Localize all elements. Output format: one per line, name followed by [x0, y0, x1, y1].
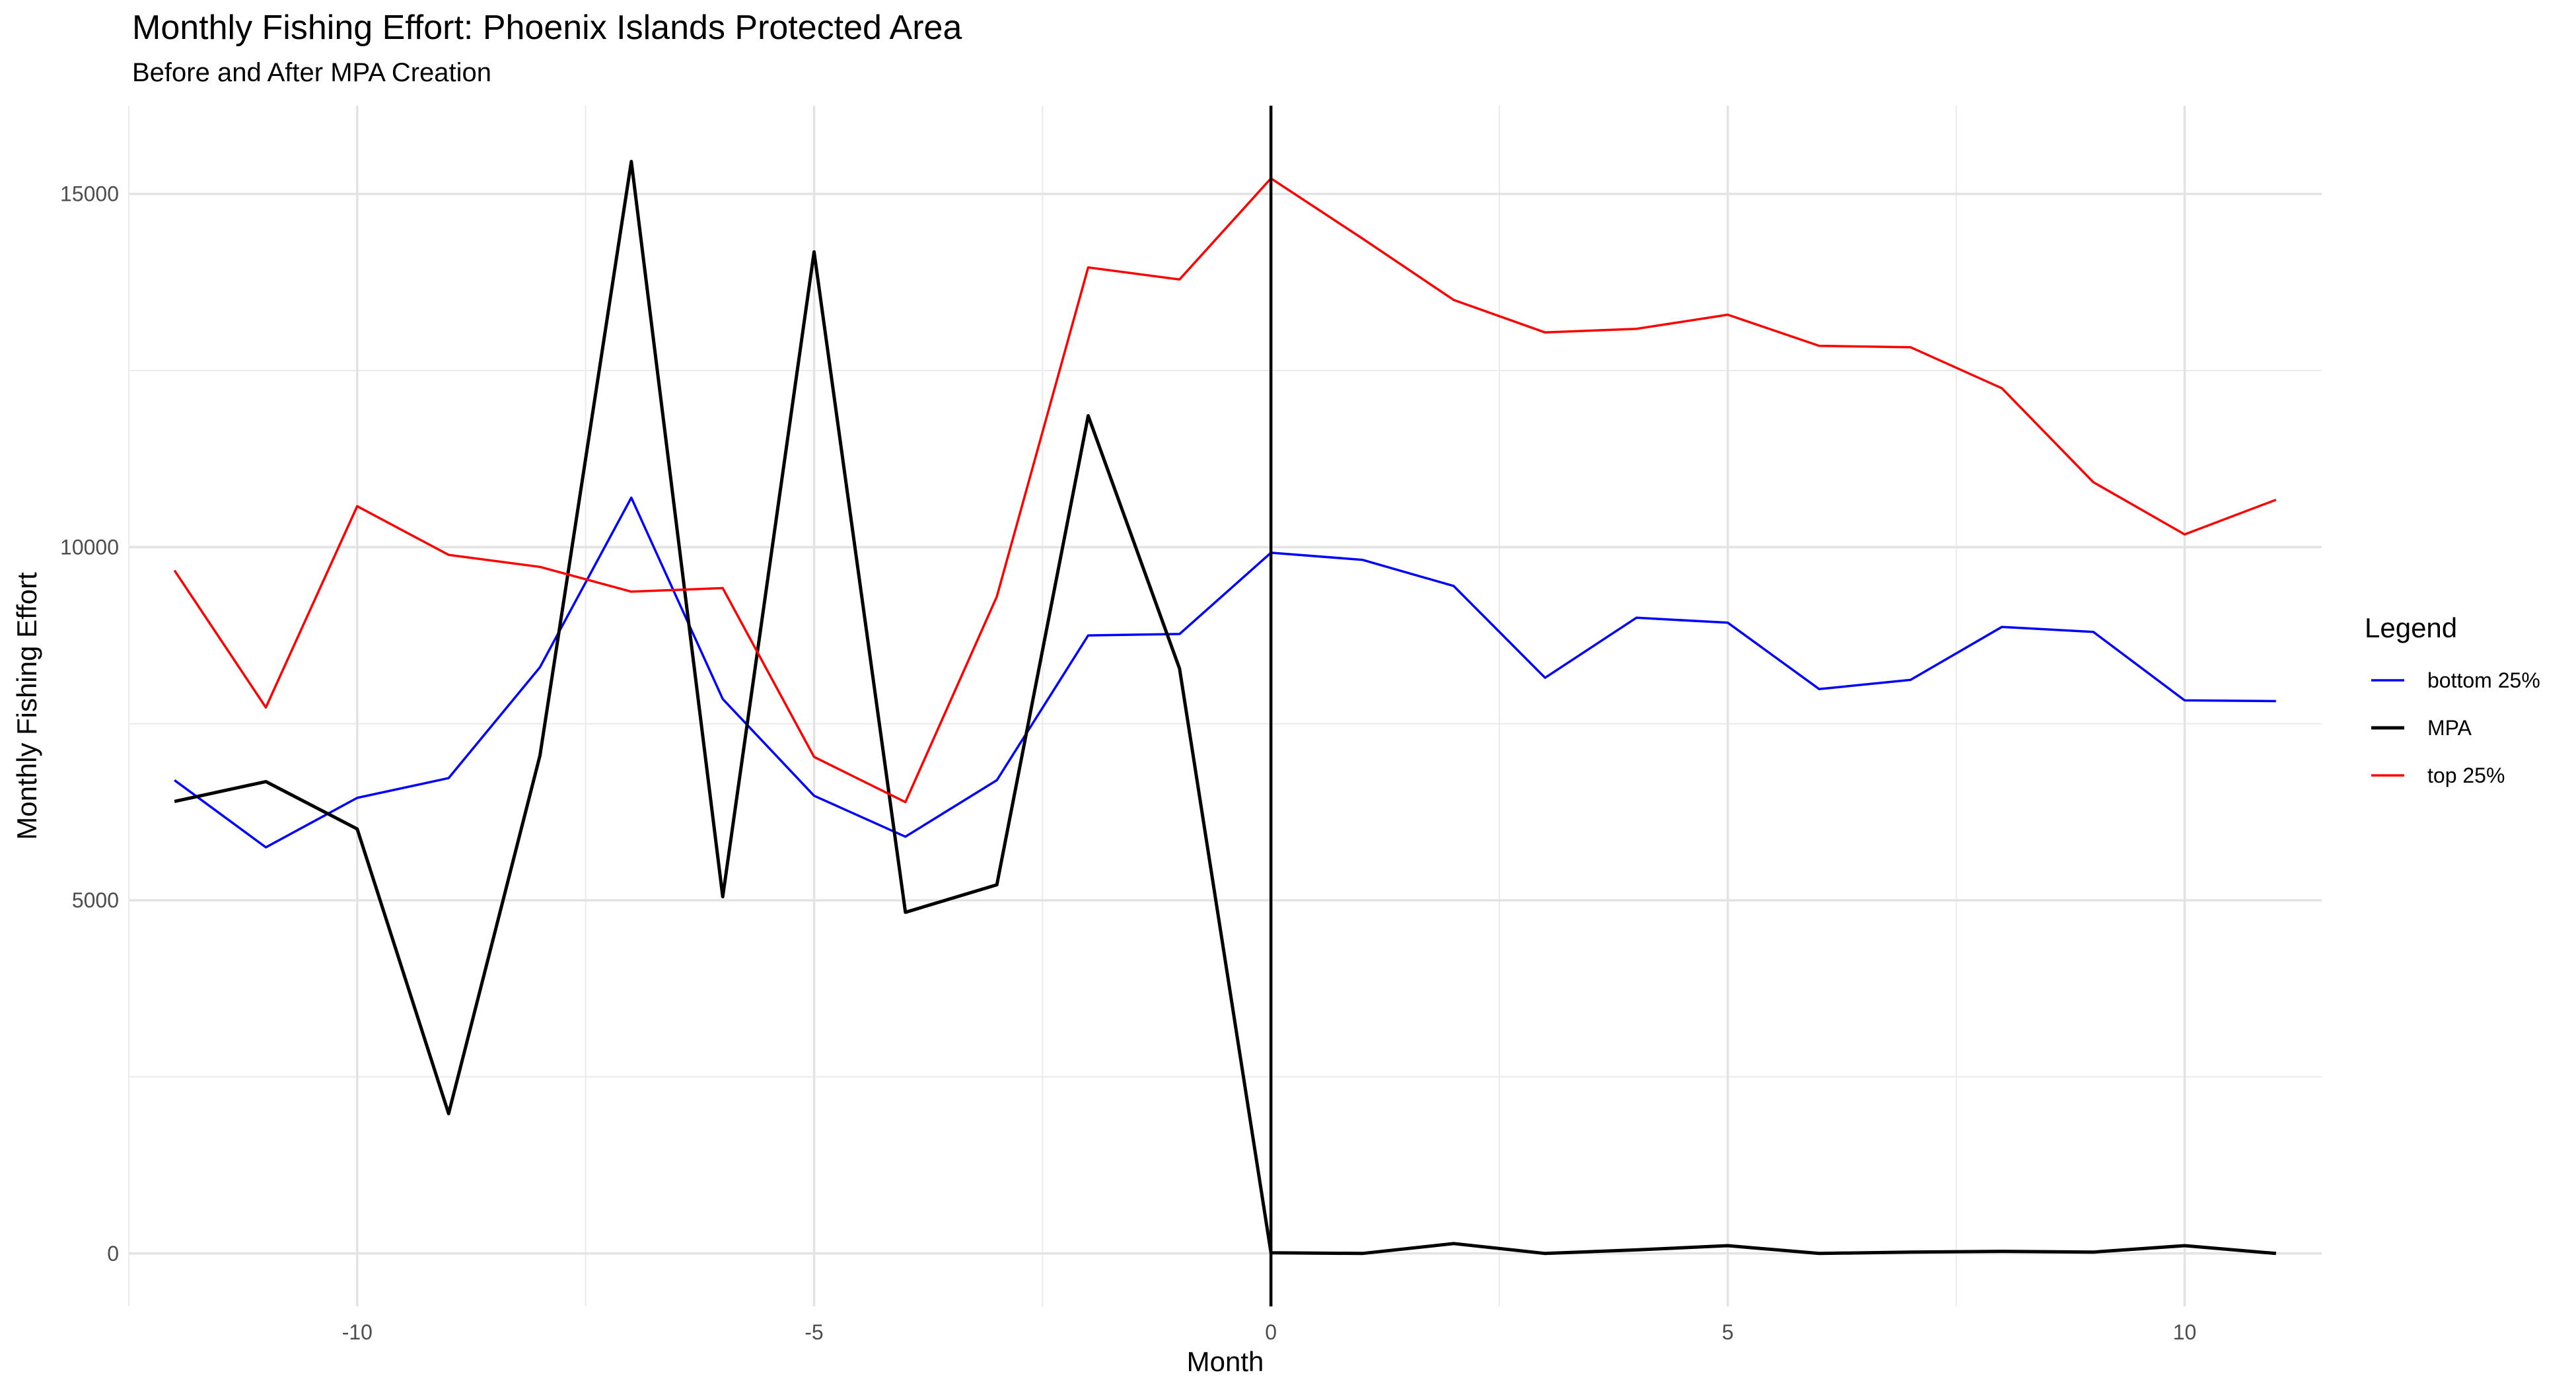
x-tick-label: 5: [1722, 1320, 1734, 1344]
legend-label: top 25%: [2427, 764, 2505, 787]
legend-item-bottom-25: bottom 25%: [2371, 668, 2540, 692]
y-axis-title: Monthly Fishing Effort: [11, 572, 42, 840]
chart-subtitle: Before and After MPA Creation: [132, 58, 492, 87]
series-line-top-25: [173, 177, 2277, 804]
series-line-mpa: [174, 160, 2277, 1256]
series-line-bottom-25: [174, 496, 2276, 849]
legend-item-top-25: top 25%: [2371, 764, 2505, 787]
x-axis-tick-labels: -10 -5 0 5 10: [342, 1320, 2197, 1344]
y-tick-label: 15000: [60, 182, 119, 206]
legend-label: bottom 25%: [2427, 668, 2540, 692]
y-tick-label: 10000: [60, 535, 119, 559]
x-axis-title: Month: [1187, 1346, 1264, 1377]
y-tick-label: 5000: [72, 888, 119, 912]
legend-title: Legend: [2365, 612, 2457, 643]
legend-item-mpa: MPA: [2371, 716, 2472, 740]
y-axis-tick-labels: 0 5000 10000 15000: [60, 182, 119, 1265]
minor-gridlines: [128, 106, 2322, 1306]
legend-label: MPA: [2427, 716, 2472, 740]
series-lines: [173, 160, 2277, 1256]
x-tick-label: -5: [805, 1320, 823, 1344]
chart-title: Monthly Fishing Effort: Phoenix Islands …: [132, 9, 962, 47]
major-gridlines: [129, 106, 2322, 1306]
y-tick-label: 0: [107, 1242, 119, 1265]
x-tick-label: 0: [1265, 1320, 1277, 1344]
x-tick-label: 10: [2173, 1320, 2197, 1344]
legend: Legend bottom 25% MPA top 25%: [2365, 612, 2540, 787]
x-tick-label: -10: [342, 1320, 373, 1344]
